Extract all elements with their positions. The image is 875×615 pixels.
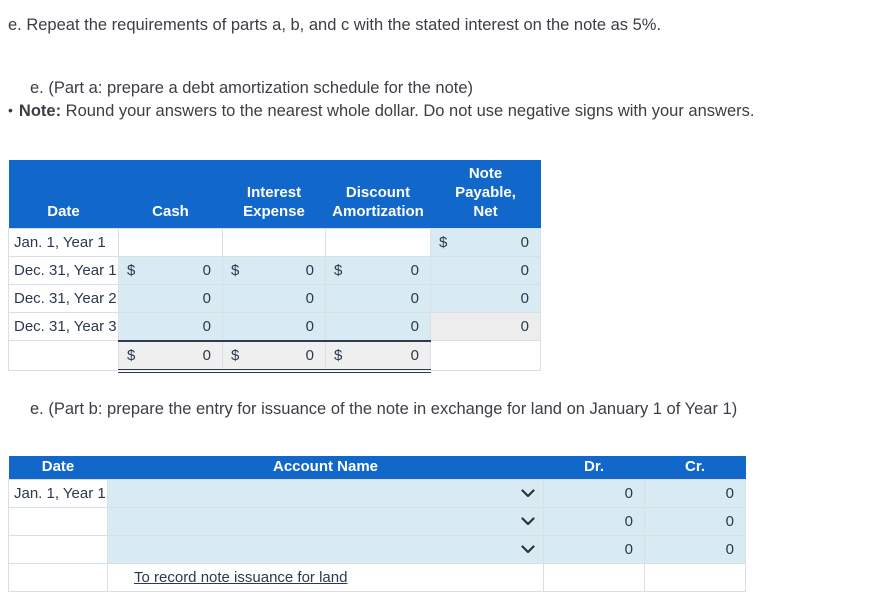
note-text: Round your answers to the nearest whole …: [61, 102, 755, 120]
discount-cell-jan1: [325, 228, 431, 257]
currency-symbol: $: [231, 346, 240, 364]
amount-value: 0: [410, 262, 419, 279]
journal-entry-table: Date Account Name Dr. Cr. Jan. 1, Year 1…: [8, 456, 746, 592]
total-note-cell: [430, 340, 541, 371]
col-header-date: Date: [8, 160, 119, 229]
total-cash-cell: $0: [118, 339, 223, 373]
account-name-select-1[interactable]: [107, 478, 544, 508]
account-name-select-2[interactable]: [107, 506, 544, 536]
date-label: Dec. 31, Year 1: [8, 256, 119, 285]
cash-input-year3[interactable]: 0: [118, 312, 223, 341]
discount-input-year1[interactable]: $0: [325, 256, 431, 285]
memo-date-cell: [8, 562, 108, 592]
part-e-instruction: e. Repeat the requirements of parts a, b…: [8, 16, 662, 34]
amount-value: 0: [202, 290, 211, 307]
date-label: Jan. 1, Year 1: [8, 478, 108, 508]
total-row: $0 $0 $0: [8, 339, 541, 373]
amortization-schedule-table: Date Cash Interest Expense Discount Amor…: [8, 160, 541, 373]
currency-symbol: $: [231, 262, 240, 279]
interest-input-year3[interactable]: 0: [222, 312, 326, 341]
bullet-icon: •: [8, 102, 13, 118]
note-label: Note:: [18, 102, 62, 120]
date-label: [8, 534, 108, 564]
amount-value: 0: [520, 234, 529, 251]
table-row: Dec. 31, Year 1 $0 $0 $0 0: [8, 256, 541, 285]
amount-value: 0: [305, 262, 314, 279]
part-a-heading: e. (Part a: prepare a debt amortization …: [30, 79, 474, 97]
journal-row: 0 0: [8, 534, 746, 564]
col-header-note-payable-net: Note Payable, Net: [430, 160, 541, 229]
interest-input-year2[interactable]: 0: [222, 284, 326, 313]
amount-value: 0: [520, 318, 529, 335]
amortization-header-row: Date Cash Interest Expense Discount Amor…: [8, 160, 541, 229]
journal-header-row: Date Account Name Dr. Cr.: [8, 456, 746, 479]
date-label: [8, 506, 108, 536]
col-header-cash: Cash: [118, 160, 223, 229]
amount-value: 0: [202, 317, 211, 335]
col-header-date: Date: [8, 456, 108, 479]
note-payable-computed-year3: 0: [430, 312, 541, 341]
col-header-dr: Dr.: [543, 456, 645, 479]
rounding-note: • Note: Round your answers to the nearest…: [8, 100, 754, 122]
table-row: Dec. 31, Year 2 0 0 0 0: [8, 284, 541, 313]
memo-row: To record note issuance for land: [8, 562, 746, 592]
memo-cr-cell: [644, 562, 746, 592]
col-header-interest-expense: Interest Expense: [222, 160, 326, 229]
amount-value: 0: [520, 290, 529, 307]
discount-input-year2[interactable]: 0: [325, 284, 431, 313]
dr-input-1[interactable]: 0: [543, 478, 645, 508]
table-row: Jan. 1, Year 1 $0: [8, 228, 541, 257]
cash-cell-jan1: [118, 228, 223, 257]
currency-symbol: $: [439, 234, 448, 251]
currency-symbol: $: [334, 262, 343, 279]
memo-cell: To record note issuance for land: [107, 562, 544, 592]
total-discount-cell: $0: [325, 339, 431, 373]
amount-value: 0: [305, 290, 314, 307]
amount-value: 0: [520, 262, 529, 279]
journal-row: 0 0: [8, 506, 746, 536]
dr-input-3[interactable]: 0: [543, 534, 645, 564]
currency-symbol: $: [334, 346, 343, 364]
note-payable-input-year1[interactable]: 0: [430, 256, 541, 285]
chevron-down-icon: [521, 517, 535, 526]
amount-value: 0: [410, 317, 419, 335]
currency-symbol: $: [127, 346, 136, 364]
amount-value: 0: [305, 317, 314, 335]
amount-value: 0: [202, 346, 211, 364]
chevron-down-icon: [521, 489, 535, 498]
cr-input-3[interactable]: 0: [644, 534, 746, 564]
amount-value: 0: [202, 262, 211, 279]
table-row: Dec. 31, Year 3 0 0 0 0: [8, 312, 541, 341]
journal-row: Jan. 1, Year 1 0 0: [8, 478, 746, 508]
amount-value: 0: [410, 346, 419, 364]
account-name-select-3[interactable]: [107, 534, 544, 564]
date-label: Dec. 31, Year 3: [8, 312, 119, 341]
note-payable-input-jan1[interactable]: $0: [430, 228, 541, 257]
cr-input-2[interactable]: 0: [644, 506, 746, 536]
interest-input-year1[interactable]: $0: [222, 256, 326, 285]
cash-input-year2[interactable]: 0: [118, 284, 223, 313]
memo-text: To record note issuance for land: [134, 568, 348, 586]
col-header-account-name: Account Name: [107, 456, 544, 479]
cash-input-year1[interactable]: $0: [118, 256, 223, 285]
total-interest-cell: $0: [222, 339, 326, 373]
col-header-cr: Cr.: [644, 456, 746, 479]
note-payable-input-year2[interactable]: 0: [430, 284, 541, 313]
amount-value: 0: [410, 290, 419, 307]
dr-input-2[interactable]: 0: [543, 506, 645, 536]
currency-symbol: $: [127, 262, 136, 279]
interest-cell-jan1: [222, 228, 326, 257]
chevron-down-icon: [521, 545, 535, 554]
date-label: Jan. 1, Year 1: [8, 228, 119, 257]
amount-value: 0: [305, 346, 314, 364]
date-label: Dec. 31, Year 2: [8, 284, 119, 313]
part-b-heading: e. (Part b: prepare the entry for issuan…: [30, 400, 738, 418]
cr-input-1[interactable]: 0: [644, 478, 746, 508]
discount-input-year3[interactable]: 0: [325, 312, 431, 341]
memo-dr-cell: [543, 562, 645, 592]
col-header-discount-amortization: Discount Amortization: [325, 160, 431, 229]
total-date-cell: [8, 340, 119, 371]
